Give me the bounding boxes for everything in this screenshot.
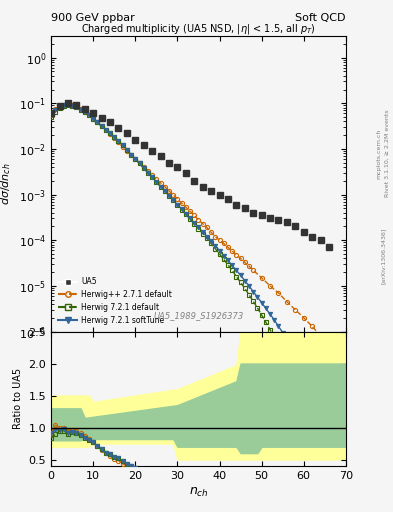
Legend: UA5, Herwig++ 2.7.1 default, Herwig 7.2.1 default, Herwig 7.2.1 softTune: UA5, Herwig++ 2.7.1 default, Herwig 7.2.…: [55, 274, 175, 328]
Y-axis label: Ratio to UA5: Ratio to UA5: [13, 368, 23, 429]
Text: [arXiv:1306.3436]: [arXiv:1306.3436]: [381, 228, 386, 284]
Text: Rivet 3.1.10, ≥ 2.2M events: Rivet 3.1.10, ≥ 2.2M events: [385, 110, 389, 198]
Text: 900 GeV ppbar: 900 GeV ppbar: [51, 13, 135, 23]
Text: mcplots.cern.ch: mcplots.cern.ch: [377, 129, 382, 179]
Text: UA5_1989_S1926373: UA5_1989_S1926373: [153, 311, 244, 319]
Y-axis label: $d\sigma/dn_{ch}$: $d\sigma/dn_{ch}$: [0, 162, 13, 205]
Text: Soft QCD: Soft QCD: [296, 13, 346, 23]
X-axis label: $n_{ch}$: $n_{ch}$: [189, 486, 208, 499]
Title: Charged multiplicity (UA5 NSD, $|\eta|$ < 1.5, all $p_T$): Charged multiplicity (UA5 NSD, $|\eta|$ …: [81, 22, 316, 36]
